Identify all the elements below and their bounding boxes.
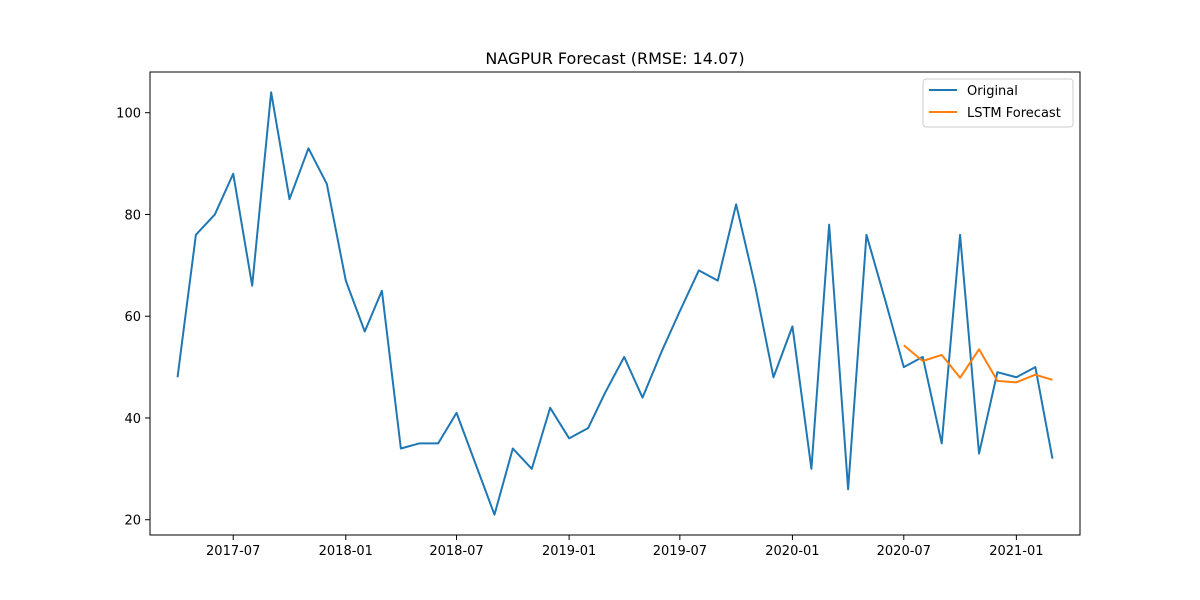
x-tick-label: 2019-07 (653, 544, 707, 559)
legend-label: LSTM Forecast (967, 106, 1061, 121)
series-line-original (176, 91, 1054, 516)
series-line-lstm-forecast (903, 344, 1053, 384)
plot-area (149, 71, 1081, 536)
x-tick-label: 2021-01 (989, 544, 1043, 559)
y-tick-label: 40 (124, 412, 141, 427)
x-tick-label: 2018-01 (319, 544, 373, 559)
x-tick-label: 2020-07 (877, 544, 931, 559)
legend-label: Original (967, 84, 1018, 99)
x-axis: 2017-07 2018-01 2018-07 2019-01 2019-07 2020-… (206, 535, 1044, 559)
y-tick-label: 20 (124, 514, 141, 529)
y-tick-label: 60 (124, 310, 141, 325)
legend: Original LSTM Forecast (922, 78, 1074, 128)
plot-frame (149, 71, 1081, 536)
legend-box (922, 78, 1074, 128)
x-tick-label: 2018-07 (429, 544, 483, 559)
y-axis: 20 40 60 80 100 (116, 107, 150, 529)
y-tick-label: 100 (116, 107, 141, 122)
series-layer (176, 91, 1054, 516)
chart-title: NAGPUR Forecast (RMSE: 14.07) (485, 49, 744, 68)
y-tick-label: 80 (124, 208, 141, 223)
x-tick-label: 2017-07 (206, 544, 260, 559)
x-tick-label: 2019-01 (542, 544, 596, 559)
x-tick-label: 2020-01 (765, 544, 819, 559)
